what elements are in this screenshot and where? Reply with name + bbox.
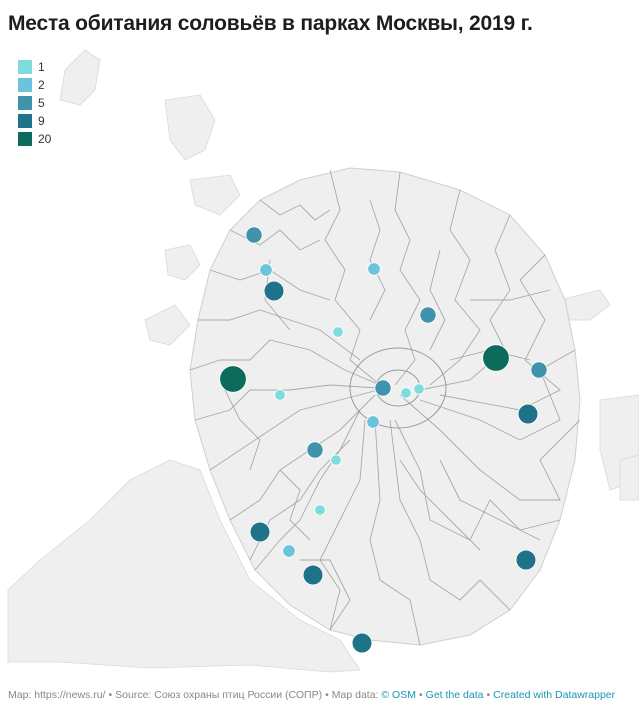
legend-swatch xyxy=(18,78,32,92)
legend-item: 9 xyxy=(18,112,51,130)
map-credit: Map: https://news.ru/ xyxy=(8,689,106,701)
sighting-marker[interactable] xyxy=(306,441,324,459)
sighting-marker[interactable] xyxy=(249,521,271,543)
sighting-marker[interactable] xyxy=(259,263,273,277)
legend-item: 1 xyxy=(18,58,51,76)
separator: • xyxy=(418,689,423,701)
sighting-markers[interactable] xyxy=(219,226,548,654)
map-data-label: Map data: xyxy=(331,689,379,701)
outer-region xyxy=(7,49,639,673)
sighting-marker[interactable] xyxy=(245,226,263,244)
moscow-city xyxy=(189,167,581,646)
source-credit: Source: Союз охраны птиц России (СОПР) xyxy=(115,689,323,701)
legend-swatch xyxy=(18,60,32,74)
legend-item: 20 xyxy=(18,130,51,148)
get-data-link[interactable]: Get the data xyxy=(425,689,484,701)
sighting-marker[interactable] xyxy=(515,549,537,571)
legend-swatch xyxy=(18,132,32,146)
legend-swatch xyxy=(18,114,32,128)
legend-item: 5 xyxy=(18,94,51,112)
sighting-marker[interactable] xyxy=(314,504,326,516)
sighting-marker[interactable] xyxy=(332,326,344,338)
sighting-marker[interactable] xyxy=(366,415,380,429)
sighting-marker[interactable] xyxy=(374,379,392,397)
footer: Map: https://news.ru/• Source: Союз охран… xyxy=(8,689,615,701)
sighting-marker[interactable] xyxy=(274,389,286,401)
moscow-map[interactable] xyxy=(0,40,639,680)
legend-label: 2 xyxy=(38,78,45,92)
sighting-marker[interactable] xyxy=(219,365,247,393)
legend-item: 2 xyxy=(18,76,51,94)
sighting-marker[interactable] xyxy=(351,632,373,654)
sighting-marker[interactable] xyxy=(367,262,381,276)
sighting-marker[interactable] xyxy=(530,361,548,379)
datawrapper-link[interactable]: Created with Datawrapper xyxy=(493,689,616,701)
sighting-marker[interactable] xyxy=(413,383,425,395)
sighting-marker[interactable] xyxy=(263,280,285,302)
sighting-marker[interactable] xyxy=(482,344,510,372)
separator: • xyxy=(325,689,329,701)
separator: • xyxy=(486,689,491,701)
legend-swatch xyxy=(18,96,32,110)
separator: • xyxy=(108,689,113,701)
sighting-marker[interactable] xyxy=(400,387,412,399)
sighting-marker[interactable] xyxy=(517,403,539,425)
map-title: Места обитания соловьёв в парках Москвы,… xyxy=(8,12,533,35)
sighting-marker[interactable] xyxy=(282,544,296,558)
legend-label: 5 xyxy=(38,96,45,110)
legend-label: 1 xyxy=(38,60,45,74)
legend-label: 20 xyxy=(38,132,52,146)
legend-label: 9 xyxy=(38,114,45,128)
sighting-marker[interactable] xyxy=(419,306,437,324)
sighting-marker[interactable] xyxy=(302,564,324,586)
osm-link[interactable]: © OSM xyxy=(381,689,416,701)
legend: 1 2 5 9 20 xyxy=(18,58,51,148)
sighting-marker[interactable] xyxy=(330,454,342,466)
